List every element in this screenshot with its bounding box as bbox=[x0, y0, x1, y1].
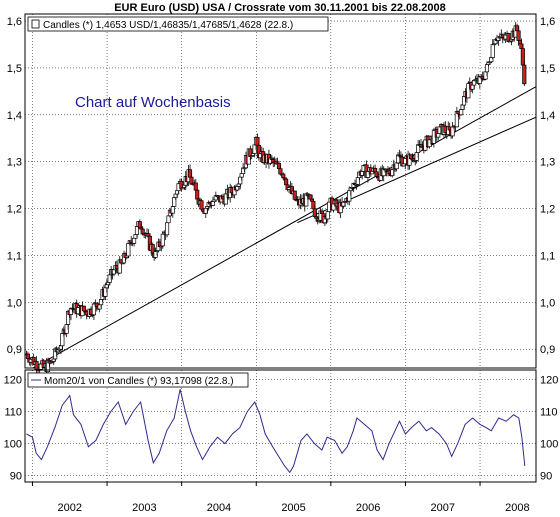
price-y-tick-right: 1,6 bbox=[540, 16, 555, 28]
momentum-y-tick-right: 100 bbox=[540, 439, 558, 451]
trend-line bbox=[31, 86, 536, 368]
momentum-series-line bbox=[26, 389, 526, 474]
momentum-y-tick-left: 110 bbox=[4, 407, 22, 419]
candles bbox=[24, 22, 527, 375]
price-panel-frame bbox=[24, 13, 537, 369]
momentum-y-tick-left: 90 bbox=[10, 471, 22, 483]
candle-down bbox=[81, 305, 86, 312]
x-tick-label: 2008 bbox=[505, 502, 529, 514]
price-y-tick-right: 0,9 bbox=[540, 344, 555, 356]
x-tick-label: 2004 bbox=[207, 502, 231, 514]
candle-legend-icon bbox=[31, 19, 40, 29]
candle-up bbox=[170, 206, 175, 214]
price-y-tick-left: 1,3 bbox=[7, 157, 22, 169]
momentum-y-tick-right: 90 bbox=[540, 471, 552, 483]
price-y-tick-left: 1,6 bbox=[7, 16, 22, 28]
momentum-panel: 90 90 100 100 110 110 120 120 Mom20/1 von Candle… bbox=[4, 369, 558, 483]
price-panel: 0,9 0,9 1,0 1,0 1,1 1,1 1,2 1,2 1,3 1,3 1,4 1,4 1,5 1… bbox=[7, 13, 555, 375]
candle-up bbox=[490, 44, 495, 58]
chart-annotation: Chart auf Wochenbasis bbox=[75, 94, 231, 111]
candle-up bbox=[459, 109, 464, 116]
candle-down bbox=[193, 182, 198, 191]
price-y-tick-right: 1,5 bbox=[540, 63, 555, 75]
price-legend-box bbox=[27, 16, 329, 32]
price-legend-label: Candles (*) 1,4653 USD/1,46835/1,47685/1… bbox=[43, 20, 293, 31]
candle-down bbox=[199, 200, 204, 210]
price-y-tick-right: 1,4 bbox=[540, 110, 555, 122]
momentum-y-tick-left: 100 bbox=[4, 439, 22, 451]
candle-up bbox=[160, 233, 165, 247]
x-tick-label: 2006 bbox=[356, 502, 380, 514]
candle-up bbox=[436, 133, 441, 138]
price-y-tick-right: 1,2 bbox=[540, 204, 555, 216]
momentum-y-tick-right: 120 bbox=[540, 375, 558, 387]
momentum-y-tick-left: 120 bbox=[4, 375, 22, 387]
momentum-legend-box bbox=[27, 372, 249, 388]
x-tick-label: 2005 bbox=[281, 502, 305, 514]
candle-up bbox=[132, 237, 137, 244]
price-y-tick-right: 1,3 bbox=[540, 157, 555, 169]
price-y-tick-left: 1,5 bbox=[7, 63, 22, 75]
price-y-tick-right: 1,0 bbox=[540, 297, 555, 309]
candle-up bbox=[165, 222, 170, 236]
candle-down bbox=[522, 64, 527, 85]
momentum-legend-label: Mom20/1 von Candles (*) 93,17098 (22.8.) bbox=[44, 376, 234, 387]
candle-up bbox=[325, 211, 330, 220]
page-title: EUR Euro (USD) USA / Crossrate vom 30.11… bbox=[114, 2, 446, 14]
price-y-tick-left: 0,9 bbox=[7, 344, 22, 356]
momentum-panel-frame bbox=[24, 369, 537, 483]
price-y-tick-left: 1,0 bbox=[7, 297, 22, 309]
x-axis: 2002 2003 2004 2005 2006 2007 2008 bbox=[31, 482, 530, 514]
price-y-tick-left: 1,1 bbox=[7, 250, 22, 262]
price-y-tick-left: 1,2 bbox=[7, 204, 22, 216]
candle-down bbox=[516, 30, 521, 41]
x-tick-label: 2007 bbox=[431, 502, 455, 514]
price-y-tick-left: 1,4 bbox=[7, 110, 22, 122]
x-tick-label: 2003 bbox=[132, 502, 156, 514]
momentum-y-tick-right: 110 bbox=[540, 407, 558, 419]
price-y-tick-right: 1,1 bbox=[540, 250, 555, 262]
x-tick-label: 2002 bbox=[58, 502, 82, 514]
